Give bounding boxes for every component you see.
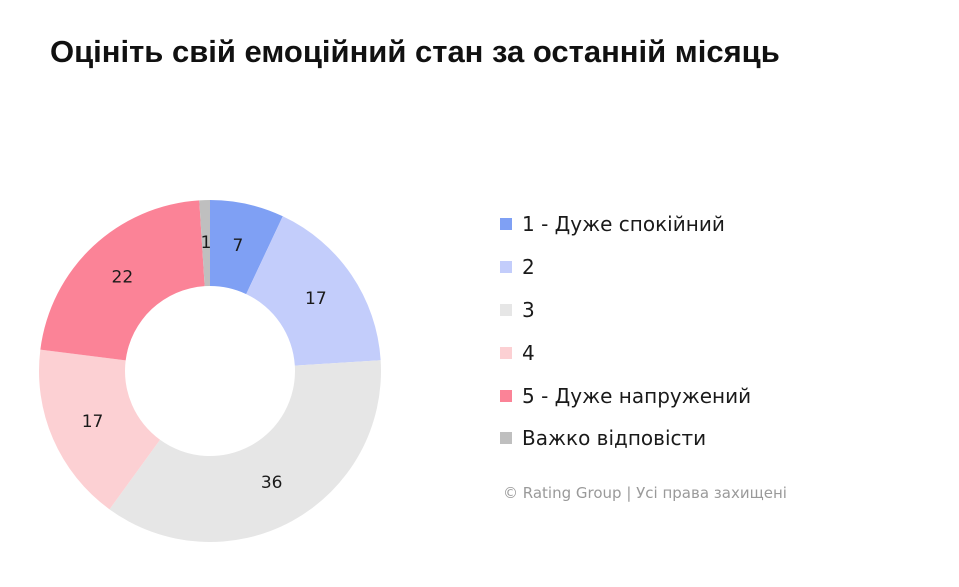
donut-slice: [246, 216, 381, 366]
slice-labels: 7 17 36 17 22 1: [82, 233, 327, 493]
donut-slice: [38, 349, 161, 510]
legend-item: Важко відповісти: [500, 417, 751, 460]
slice-value-label: 7: [233, 236, 244, 256]
legend-item: 2: [500, 246, 751, 289]
legend-swatch: [500, 346, 512, 359]
donut-chart: 7 17 36 17 22 1: [38, 200, 382, 542]
copyright-footer: © Rating Group | Усі права захищені: [503, 484, 787, 502]
donut-slice: [210, 200, 283, 295]
legend-label: 4: [522, 340, 535, 365]
legend-swatch: [500, 389, 512, 402]
slice-value-label: 36: [261, 473, 283, 493]
legend-label: 5 - Дуже напружений: [522, 383, 752, 408]
slice-value-label: 17: [305, 289, 327, 309]
legend-item: 1 - Дуже спокійний: [500, 203, 751, 246]
chart-title: Оцініть свій емоційний стан за останній …: [50, 34, 780, 69]
chart-legend: 1 - Дуже спокійний 2 3 4 5 - Дуже напружений…: [500, 203, 751, 460]
legend-swatch: [500, 303, 512, 316]
legend-label: Важко відповісти: [522, 426, 707, 451]
legend-swatch: [500, 432, 512, 445]
legend-swatch: [500, 261, 512, 274]
legend-swatch: [500, 218, 512, 231]
donut-slice: [199, 200, 210, 287]
legend-label: 1 - Дуже спокійний: [522, 212, 725, 237]
slice-value-label: 17: [82, 412, 104, 432]
slice-value-label: 1: [201, 233, 212, 253]
donut-slice: [40, 200, 205, 361]
legend-item: 3: [500, 289, 751, 332]
legend-item: 4: [500, 331, 751, 374]
donut-slice: [109, 360, 382, 542]
legend-label: 2: [522, 255, 535, 280]
donut-slices: [38, 200, 382, 542]
legend-label: 3: [522, 297, 535, 322]
slice-value-label: 22: [112, 268, 134, 288]
legend-item: 5 - Дуже напружений: [500, 374, 751, 417]
